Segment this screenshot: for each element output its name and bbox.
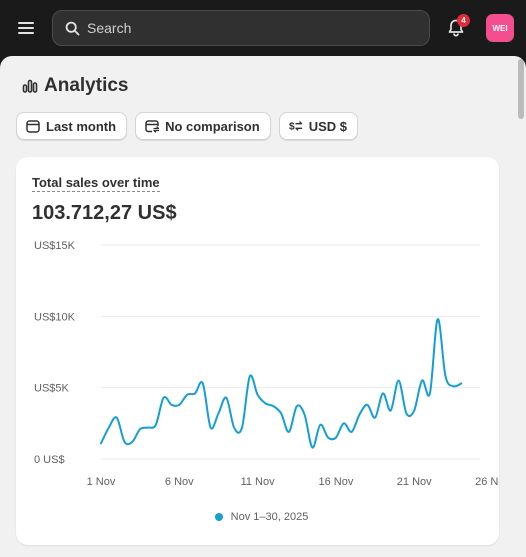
- x-tick-label: 1 Nov: [87, 476, 116, 488]
- x-tick-label: 11 Nov: [241, 476, 276, 488]
- comparison-label: No comparison: [165, 118, 260, 134]
- chart-legend: Nov 1–30, 2025: [16, 511, 499, 523]
- x-tick-label: 6 Nov: [165, 476, 194, 488]
- calendar-compare-icon: [145, 119, 160, 133]
- calendar-icon: [26, 119, 40, 133]
- notifications-button[interactable]: 4: [444, 14, 470, 40]
- page-header: Analytics: [22, 75, 128, 97]
- currency-button[interactable]: $ USD $: [278, 112, 358, 140]
- avatar[interactable]: WEI: [486, 14, 514, 42]
- analytics-icon: [22, 78, 38, 94]
- card-title[interactable]: Total sales over time: [32, 175, 160, 192]
- sales-card: Total sales over time 103.712,27 US$ US$…: [16, 157, 499, 545]
- legend-dot: [214, 513, 223, 521]
- hamburger-menu-icon: [18, 22, 34, 34]
- currency-exchange-icon: $: [289, 119, 303, 133]
- top-bar: 4 WEI: [0, 0, 526, 56]
- sales-line-chart: US$15K US$10K US$5K 0 US$ 1 Nov 6 Nov 11 Nov 16…: [34, 240, 499, 488]
- main-content: Analytics Last month No comparison: [0, 56, 526, 557]
- scrollbar-thumb[interactable]: [518, 59, 524, 119]
- y-tick-label: US$10K: [34, 311, 76, 323]
- search-bar[interactable]: [52, 10, 430, 46]
- filter-bar: Last month No comparison $ USD $: [16, 112, 358, 140]
- svg-text:$: $: [289, 122, 295, 133]
- x-tick-label: 21 Nov: [397, 476, 432, 488]
- date-range-label: Last month: [46, 118, 117, 134]
- search-icon: [63, 19, 81, 37]
- y-tick-label: US$5K: [34, 383, 70, 395]
- comparison-button[interactable]: No comparison: [135, 112, 271, 140]
- y-tick-label: US$15K: [34, 240, 76, 252]
- menu-button[interactable]: [12, 14, 40, 42]
- page-title: Analytics: [44, 75, 129, 96]
- notification-count-badge: 4: [457, 14, 470, 27]
- y-tick-label: 0 US$: [34, 454, 65, 466]
- total-sales-value: 103.712,27 US$: [32, 202, 177, 224]
- date-range-button[interactable]: Last month: [16, 112, 128, 140]
- series-line: [100, 318, 463, 449]
- search-input[interactable]: [87, 20, 417, 36]
- currency-label: USD $: [308, 118, 347, 134]
- x-tick-label: 26 Nov: [475, 476, 499, 488]
- x-tick-label: 16 Nov: [318, 476, 353, 488]
- legend-label: Nov 1–30, 2025: [230, 511, 309, 523]
